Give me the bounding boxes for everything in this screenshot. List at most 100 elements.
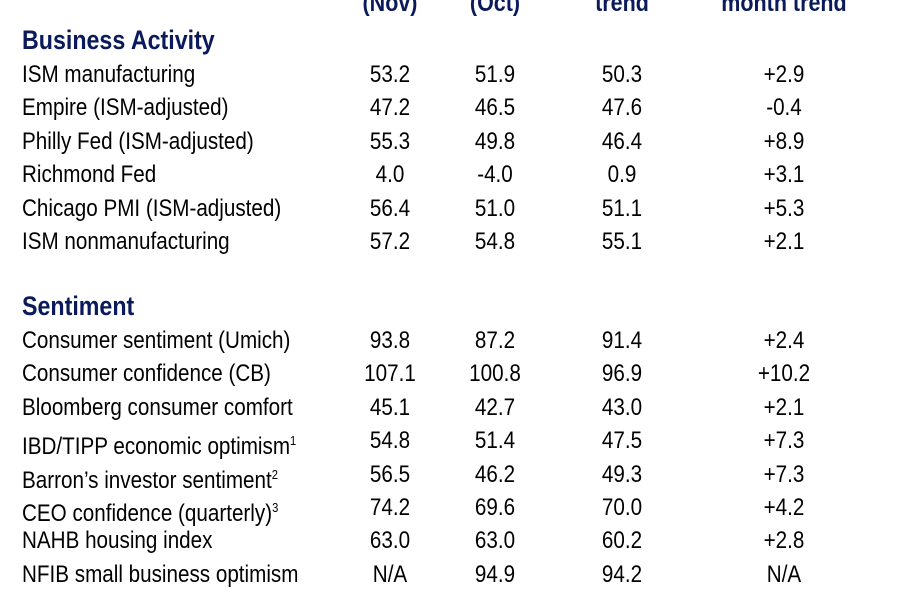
cell-oct: 94.9 [474, 560, 516, 588]
cell-trend: 51.1 [601, 194, 643, 222]
cell-oct: 46.5 [474, 94, 516, 122]
footnote-marker: 2 [271, 466, 278, 482]
cell-nov: 57.2 [369, 228, 411, 255]
column-header-trend: trend [595, 0, 649, 17]
cell-oct: 51.9 [474, 61, 516, 88]
cell-oct: 51.4 [474, 427, 516, 455]
cell-trend: 50.3 [601, 61, 643, 88]
table-row: Chicago PMI (ISM-adjusted) 56.4 51.0 51.1 +5… [0, 192, 902, 225]
row-label: ISM nonmanufacturing [22, 225, 230, 258]
row-label: Philly Fed (ISM-adjusted) [22, 125, 254, 158]
cell-oct: 46.2 [474, 460, 516, 488]
cell-nov: 54.8 [369, 427, 411, 455]
cell-month-trend: +3.1 [763, 161, 805, 189]
row-label-text: ISM manufacturing [22, 61, 196, 88]
column-header-month-trend: month trend [721, 0, 847, 17]
cell-month-trend: +2.1 [763, 393, 805, 421]
row-label-text: CEO confidence (quarterly) [22, 500, 273, 527]
cell-oct: 69.6 [474, 494, 516, 521]
table-row: Bloomberg consumer comfort 45.1 42.7 43.0 +2… [0, 391, 902, 424]
footnote-marker: 3 [272, 500, 279, 515]
row-label: Consumer sentiment (Umich) [22, 324, 290, 357]
table-row: Philly Fed (ISM-adjusted) 55.3 49.8 46.4 +8.… [0, 125, 902, 158]
cell-nov: 74.2 [369, 494, 411, 521]
row-label-text: Consumer confidence (CB) [22, 360, 271, 388]
cell-oct: 87.2 [474, 327, 516, 354]
cell-trend: 96.9 [601, 360, 643, 388]
cell-oct: -4.0 [477, 161, 513, 189]
row-label-text: Bloomberg consumer comfort [22, 393, 293, 421]
row-label: CEO confidence (quarterly)3 [22, 491, 279, 527]
cell-nov: N/A [372, 560, 408, 588]
table-row: Consumer confidence (CB) 107.1 100.8 96.9 +1… [0, 357, 902, 390]
cell-trend: 46.4 [601, 127, 643, 155]
cell-nov: 55.3 [369, 127, 411, 155]
row-label: Consumer confidence (CB) [22, 357, 271, 390]
cell-oct: 42.7 [474, 393, 516, 421]
cell-oct: 54.8 [474, 228, 516, 255]
cell-nov: 107.1 [364, 360, 416, 388]
table-row: NAHB housing index 63.0 63.0 60.2 +2.8 [0, 524, 902, 557]
cell-month-trend: -0.4 [766, 94, 802, 122]
cell-month-trend: +2.1 [763, 228, 805, 255]
cell-month-trend: +2.9 [763, 61, 805, 88]
cell-nov: 93.8 [369, 327, 411, 354]
table-row: Barron’s investor sentiment2 56.5 46.2 49.3… [0, 458, 902, 494]
cell-nov: 56.5 [369, 460, 411, 488]
cell-trend: 55.1 [601, 228, 643, 255]
table-row: CEO confidence (quarterly)3 74.2 69.6 70.0 +… [0, 491, 902, 527]
cell-oct: 49.8 [474, 127, 516, 155]
table-row: Empire (ISM-adjusted) 47.2 46.5 47.6 -0.4 [0, 91, 902, 124]
cell-nov: 53.2 [369, 61, 411, 88]
cell-nov: 56.4 [369, 194, 411, 222]
cell-month-trend: +2.8 [763, 527, 805, 555]
table-row: NFIB small business optimism N/A 94.9 94.2 N… [0, 558, 902, 591]
cell-trend: 0.9 [607, 161, 637, 189]
row-label-text: NFIB small business optimism [22, 560, 299, 588]
row-label: Chicago PMI (ISM-adjusted) [22, 192, 281, 225]
cell-month-trend: +7.3 [763, 460, 805, 488]
row-label-text: IBD/TIPP economic optimism [22, 433, 291, 461]
table-row: Richmond Fed 4.0 -4.0 0.9 +3.1 [0, 158, 902, 191]
cell-trend: 47.6 [601, 94, 643, 122]
row-label-text: Consumer sentiment (Umich) [22, 327, 291, 354]
row-label: Empire (ISM-adjusted) [22, 91, 228, 124]
section-title: Sentiment [22, 291, 135, 321]
cell-trend: 60.2 [601, 527, 643, 555]
row-label-text: Empire (ISM-adjusted) [22, 94, 229, 122]
row-label-text: Chicago PMI (ISM-adjusted) [22, 194, 282, 222]
column-header-nov: (Nov) [362, 0, 418, 17]
row-label: NFIB small business optimism [22, 558, 298, 591]
row-label: ISM manufacturing [22, 58, 195, 91]
cell-trend: 49.3 [601, 460, 643, 488]
table-row: IBD/TIPP economic optimism1 54.8 51.4 47.5 +… [0, 424, 902, 461]
footnote-marker: 1 [290, 433, 297, 449]
column-header-oct: (Oct) [469, 0, 521, 17]
cell-trend: 91.4 [601, 327, 643, 354]
row-label-text: Richmond Fed [22, 161, 157, 189]
row-label-text: Barron’s investor sentiment [22, 466, 272, 494]
cell-month-trend: +7.3 [763, 427, 805, 455]
row-label-text: NAHB housing index [22, 527, 213, 555]
cell-trend: 47.5 [601, 427, 643, 455]
cell-month-trend: +4.2 [763, 494, 805, 521]
cell-oct: 100.8 [469, 360, 521, 388]
table-row: Consumer sentiment (Umich) 93.8 87.2 91.4 +2… [0, 324, 902, 357]
table-row: ISM nonmanufacturing 57.2 54.8 55.1 +2.1 [0, 225, 902, 258]
cell-month-trend: N/A [766, 560, 802, 588]
row-label: Barron’s investor sentiment2 [22, 458, 278, 494]
cell-trend: 94.2 [601, 560, 643, 588]
cell-trend: 43.0 [601, 393, 643, 421]
cell-oct: 63.0 [474, 527, 516, 555]
cell-trend: 70.0 [601, 494, 643, 521]
cell-month-trend: +10.2 [757, 360, 811, 388]
cell-nov: 4.0 [375, 161, 405, 189]
row-label: IBD/TIPP economic optimism1 [22, 424, 297, 461]
row-label: NAHB housing index [22, 524, 212, 557]
section-title: Business Activity [22, 25, 215, 55]
cell-oct: 51.0 [474, 194, 516, 222]
cell-month-trend: +8.9 [763, 127, 805, 155]
row-label-text: Philly Fed (ISM-adjusted) [22, 127, 254, 155]
cell-nov: 47.2 [369, 94, 411, 122]
row-label: Bloomberg consumer comfort [22, 391, 293, 424]
